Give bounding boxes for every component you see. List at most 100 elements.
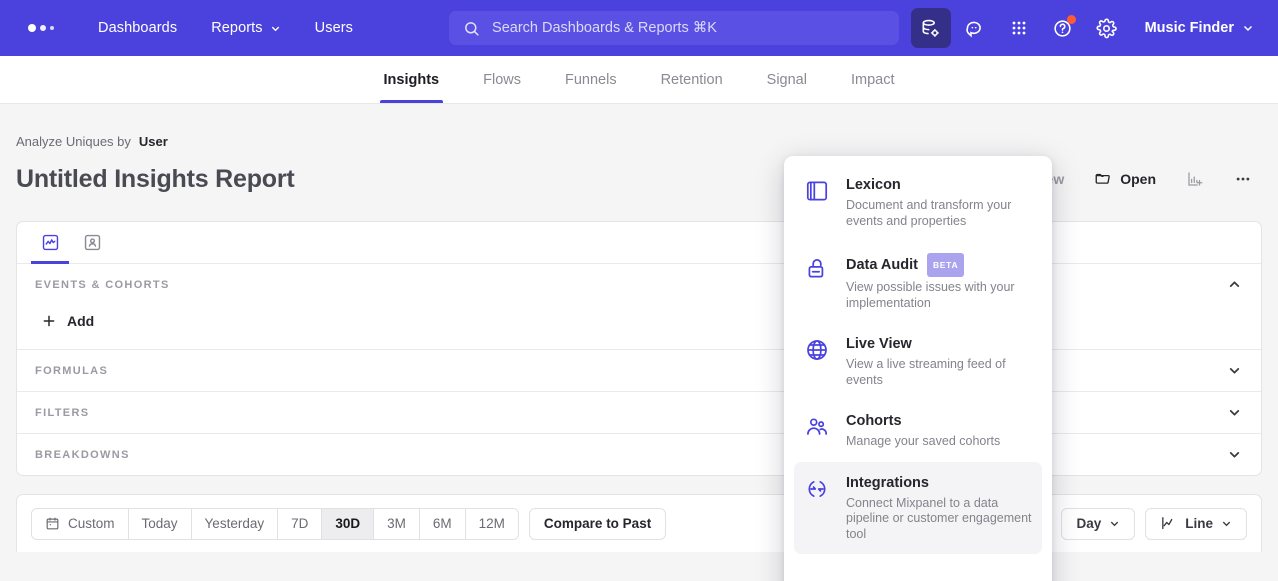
user-profile-glyph xyxy=(84,234,100,251)
help-question-icon[interactable] xyxy=(1043,8,1083,48)
chat-bubble-icon[interactable] xyxy=(955,8,995,48)
date-range-12m-label: 12M xyxy=(478,516,505,531)
tab-signal[interactable]: Signal xyxy=(745,56,829,103)
date-range-yesterday[interactable]: Yesterday xyxy=(191,508,279,539)
section-events-cohorts-header[interactable]: EVENTS & COHORTS xyxy=(17,264,1261,305)
gear-glyph xyxy=(1096,18,1117,38)
events-chart-icon[interactable] xyxy=(31,223,69,264)
section-filters-header[interactable]: FILTERS xyxy=(17,392,1261,433)
tab-retention[interactable]: Retention xyxy=(639,56,745,103)
nav-users[interactable]: Users xyxy=(305,12,363,44)
add-event-label: Add xyxy=(67,313,95,329)
chevron-down-icon[interactable] xyxy=(1223,360,1245,382)
section-events-cohorts: EVENTS & COHORTS Add xyxy=(17,264,1261,350)
menu-item-data-audit-desc: View possible issues with your implement… xyxy=(846,280,1015,310)
section-events-cohorts-body: Add xyxy=(17,305,1261,349)
tab-impact-label: Impact xyxy=(850,71,895,88)
beta-badge: BETA xyxy=(926,253,965,277)
date-range-12m[interactable]: 12M xyxy=(465,508,518,539)
date-range-30d[interactable]: 30D xyxy=(322,508,375,539)
menu-item-integrations-desc: Connect Mixpanel to a data pipeline or c… xyxy=(846,495,1032,541)
chevron-down-icon xyxy=(271,26,279,31)
project-switcher[interactable]: Music Finder xyxy=(1131,13,1262,43)
data-audit-title-text: Data Audit xyxy=(846,256,918,273)
apps-grid-icon[interactable] xyxy=(999,8,1039,48)
mixpanel-logo[interactable] xyxy=(28,24,54,32)
date-range-3m[interactable]: 3M xyxy=(374,508,420,539)
menu-item-cohorts[interactable]: Cohorts Manage your saved cohorts xyxy=(794,400,1042,462)
user-profile-icon[interactable] xyxy=(73,223,111,263)
add-to-dashboard-button[interactable] xyxy=(1176,163,1214,195)
folder-icon xyxy=(1094,170,1112,188)
open-report-button[interactable]: Open xyxy=(1084,163,1166,195)
section-breakdowns: BREAKDOWNS xyxy=(17,434,1261,475)
chart-type-selector[interactable]: Line xyxy=(1145,507,1247,540)
plus-icon xyxy=(41,313,57,329)
lexicon-book-icon xyxy=(804,176,832,229)
section-events-cohorts-label: EVENTS & COHORTS xyxy=(35,278,170,291)
chevron-up-icon[interactable] xyxy=(1223,274,1245,296)
line-chart-icon xyxy=(1160,515,1177,532)
section-breakdowns-header[interactable]: BREAKDOWNS xyxy=(17,434,1261,475)
nav-reports[interactable]: Reports xyxy=(201,12,290,44)
section-formulas-label: FORMULAS xyxy=(35,364,109,377)
page-title[interactable]: Untitled Insights Report xyxy=(16,164,295,193)
tab-retention-label: Retention xyxy=(660,71,723,88)
chevron-down-icon xyxy=(1222,521,1231,527)
date-range-today-label: Today xyxy=(141,516,178,531)
compare-to-past-button[interactable]: Compare to Past xyxy=(528,507,667,540)
menu-item-lexicon[interactable]: Lexicon Document and transform your even… xyxy=(794,164,1042,241)
date-range-custom-label: Custom xyxy=(68,516,115,531)
tab-insights[interactable]: Insights xyxy=(362,56,462,103)
interval-selector[interactable]: Day xyxy=(1061,507,1136,540)
chevron-down-icon xyxy=(1243,25,1253,32)
breadcrumb: Analyze Uniques by User xyxy=(16,104,1262,149)
database-gear-glyph xyxy=(922,19,939,37)
integrations-arrows-icon xyxy=(804,474,832,543)
tab-flows[interactable]: Flows xyxy=(461,56,543,103)
more-horizontal-icon xyxy=(1234,170,1252,188)
date-range-today[interactable]: Today xyxy=(128,508,192,539)
nav-dashboards[interactable]: Dashboards xyxy=(88,12,187,44)
menu-item-data-audit[interactable]: Data Audit BETA View possible issues wit… xyxy=(794,241,1042,323)
nav-reports-label: Reports xyxy=(211,20,263,36)
settings-gear-icon[interactable] xyxy=(1087,8,1127,48)
date-range-selector: Custom Today Yesterday 7D 30D 3M 6M 12M xyxy=(31,507,519,540)
top-nav-actions: Music Finder xyxy=(910,8,1262,48)
data-management-menu: Lexicon Document and transform your even… xyxy=(784,156,1052,581)
tab-funnels[interactable]: Funnels xyxy=(543,56,639,103)
project-name: Music Finder xyxy=(1144,20,1234,36)
breadcrumb-analysis-target[interactable]: User xyxy=(138,134,168,149)
section-formulas-header[interactable]: FORMULAS xyxy=(17,350,1261,391)
more-options-button[interactable] xyxy=(1224,163,1262,195)
date-range-6m[interactable]: 6M xyxy=(419,508,466,539)
date-range-6m-label: 6M xyxy=(432,516,452,531)
nav-users-label: Users xyxy=(314,20,354,36)
menu-item-live-view-text: Live View View a live streaming feed of … xyxy=(846,335,1032,388)
menu-item-live-view[interactable]: Live View View a live streaming feed of … xyxy=(794,323,1042,400)
date-range-7d[interactable]: 7D xyxy=(278,508,323,539)
date-range-custom[interactable]: Custom xyxy=(32,508,129,539)
menu-item-cohorts-desc: Manage your saved cohorts xyxy=(846,434,1001,448)
calendar-icon xyxy=(45,516,60,531)
menu-item-integrations[interactable]: Integrations Connect Mixpanel to a data … xyxy=(794,461,1042,554)
chevron-down-icon[interactable] xyxy=(1223,444,1245,466)
insights-page: Analyze Uniques by User Untitled Insight… xyxy=(0,104,1278,581)
section-filters-label: FILTERS xyxy=(35,406,90,419)
menu-item-integrations-text: Integrations Connect Mixpanel to a data … xyxy=(846,474,1032,543)
breadcrumb-prefix: Analyze Uniques by xyxy=(16,134,131,149)
data-audit-lock-icon xyxy=(804,253,832,311)
add-event-button[interactable]: Add xyxy=(35,307,104,335)
data-management-icon[interactable] xyxy=(910,8,951,48)
report-title-row: Untitled Insights Report Share New xyxy=(16,159,1262,199)
tab-funnels-label: Funnels xyxy=(564,71,617,88)
cohorts-people-icon xyxy=(804,412,832,450)
tab-impact[interactable]: Impact xyxy=(829,56,917,103)
menu-item-lexicon-desc: Document and transform your events and p… xyxy=(846,198,1012,228)
query-builder-card: EVENTS & COHORTS Add FORMULAS xyxy=(16,221,1262,476)
search-icon xyxy=(465,21,479,36)
search-input[interactable]: Search Dashboards & Reports ⌘K xyxy=(449,11,900,45)
tab-insights-label: Insights xyxy=(383,71,440,88)
chevron-down-icon[interactable] xyxy=(1223,402,1245,424)
menu-item-cohorts-text: Cohorts Manage your saved cohorts xyxy=(846,412,1000,450)
